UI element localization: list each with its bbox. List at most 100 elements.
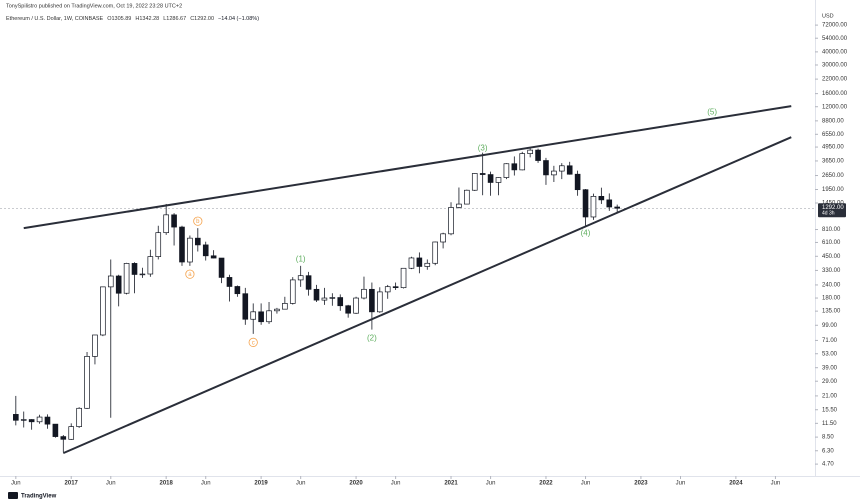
y-tick-label: 72000.00 [822,23,848,29]
x-tick-label: 2021 [444,481,458,487]
candle-body [535,149,541,161]
y-tick-label: 71.00 [822,338,838,344]
candle-body [60,436,67,440]
y-tick-label: 53.00 [822,351,838,357]
candle-body [424,262,431,267]
y-tick-label: 16000.00 [822,91,848,97]
y-tick-label: 15.50 [822,407,838,413]
y-tick-label: 135.00 [822,309,841,315]
candle-body [13,414,19,421]
candle-body [210,255,217,259]
candle-body [195,237,201,246]
candle-body [155,232,162,257]
candle-body [329,297,336,299]
candle-body [345,305,351,314]
x-tick-label: 2023 [634,481,648,487]
candle-body [305,275,312,290]
candle-body [519,153,526,171]
candle-body [432,241,438,264]
candle-body [218,257,225,278]
candle-body [384,286,391,293]
candle-body [44,416,51,425]
candle-body [582,189,589,218]
candle-body [100,286,106,336]
wave-label: (2) [367,333,377,342]
candle-body [139,273,146,276]
y-tick-label: 21.00 [822,393,838,399]
x-tick-label: Jun [106,481,116,487]
candle-body [163,214,169,234]
candle-body [234,286,241,295]
candle-body [123,263,130,294]
y-tick-label: 6.30 [822,448,834,454]
candle-body [84,356,90,409]
y-tick-label: 810.00 [822,227,841,233]
candle-body [464,189,470,205]
candle-body [495,177,502,183]
candle-body [313,288,320,301]
trendline [23,105,792,230]
candle-body [590,195,597,218]
candle-body [36,416,43,423]
candle-body [392,286,399,289]
y-tick-label: 450.00 [822,254,841,260]
y-tick-label: 240.00 [822,283,841,289]
candle-body [76,407,82,427]
candle-body [574,173,581,191]
candle-body [258,311,264,323]
x-tick-label: Jun [296,481,306,487]
candle-body [551,170,557,176]
candle-body [321,297,328,301]
candle-body [361,288,367,299]
x-tick-label: Jun [11,481,21,487]
wave-label: (5) [707,107,717,116]
y-tick-label: 3650.00 [822,159,844,165]
wave-label: b [196,219,200,225]
x-tick-label: Jun [676,481,686,487]
candle-body [297,275,304,281]
brand: TradingView [21,494,57,500]
x-tick-label: 2018 [159,481,173,487]
symbol: Ethereum / U.S. Dollar, 1W, COINBASE [6,16,104,22]
wave-circle [193,216,203,226]
y-tick-label: 4950.00 [822,145,844,151]
y-tick-label: 180.00 [822,296,841,302]
candle-body [282,303,288,310]
y-tick-label: 6550.00 [822,132,844,138]
ohlc-value: O1305.89 [107,16,131,22]
symbol-legend: Ethereum / U.S. Dollar, 1W, COINBASE O130… [6,16,259,22]
ohlc-value: H1342.28 [135,16,159,22]
candle-body [266,310,272,323]
x-tick-label: Jun [486,481,496,487]
x-tick-label: Jun [201,481,211,487]
candle-body [289,279,296,304]
last-price-label: 1292.00 [822,205,844,211]
candle-body [337,297,344,307]
candle-body [187,237,193,263]
y-tick-label: 610.00 [822,240,841,246]
y-tick-label: 8800.00 [822,118,844,124]
candle-body [558,165,565,172]
candle-body [353,297,359,314]
candle-body [52,423,59,437]
x-tick-label: 2022 [539,481,553,487]
y-tick-label: 39.00 [822,365,838,371]
candle-body [250,311,257,320]
candle-body [614,206,620,209]
x-tick-label: 2020 [349,481,363,487]
candle-body [527,149,533,154]
candle-body [511,163,518,171]
countdown: 4d 3h [822,211,835,217]
x-tick-label: Jun [771,481,781,487]
candle-body [503,163,510,178]
candle-body [20,419,27,421]
x-tick-label: 2017 [65,481,79,487]
candle-body [543,160,549,176]
y-tick-label: 1950.00 [822,187,844,193]
candle-body [416,257,423,267]
candle-body [202,244,209,257]
candle-body [115,275,122,294]
candle-body [606,199,613,208]
